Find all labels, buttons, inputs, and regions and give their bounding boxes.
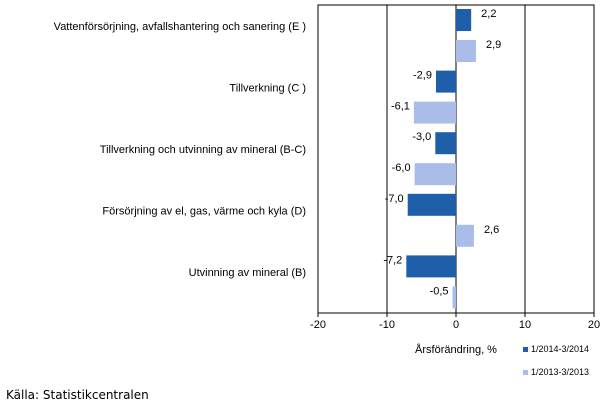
bar-series-2014 <box>456 9 472 31</box>
bar-series-2014 <box>435 132 456 155</box>
category-label: Vattenförsörjning, avfallshantering och … <box>54 21 306 33</box>
data-label: -7,0 <box>385 193 404 205</box>
bar-series-2013 <box>452 286 456 309</box>
x-tick-label: -20 <box>310 319 326 331</box>
data-label: -0,5 <box>430 285 449 297</box>
x-axis-ticks: -20 -10 0 10 20 <box>310 313 600 331</box>
source-note: Källa: Statistikcentralen <box>6 388 149 402</box>
x-tick-label: 0 <box>453 319 459 331</box>
category-labels: Vattenförsörjning, avfallshantering och … <box>54 21 306 279</box>
legend-swatch <box>523 370 528 375</box>
x-axis-title: Årsförändring, % <box>415 343 497 356</box>
bar-series-2014 <box>406 255 456 278</box>
bar-series-2013 <box>414 163 456 186</box>
category-label: Utvinning av mineral (B) <box>189 267 306 279</box>
category-label: Tillverkning och utvinning av mineral (B… <box>100 144 306 156</box>
bar-series-2014 <box>435 70 456 93</box>
bars <box>406 9 477 309</box>
data-label: -2,9 <box>413 70 432 82</box>
category-label: Försörjning av el, gas, värme och kyla (… <box>102 206 306 218</box>
legend-label: 1/2013-3/2013 <box>531 367 589 377</box>
x-tick-label: -10 <box>379 319 395 331</box>
data-label: -7,2 <box>383 254 402 266</box>
data-label: -6,0 <box>392 162 411 174</box>
value-labels: 2,2 2,9 -2,9 -6,1 -3,0 -6,0 -7,0 2,6 -7,2 -0,5 <box>383 8 501 297</box>
data-label: -3,0 <box>412 131 431 143</box>
x-tick-label: 10 <box>519 319 531 331</box>
category-label: Tillverkning (C ) <box>229 82 306 94</box>
legend-swatch <box>523 347 528 352</box>
data-label: 2,2 <box>481 8 496 20</box>
legend: 1/2014-3/2014 1/2013-3/2013 <box>523 344 589 377</box>
bar-series-2013 <box>456 224 474 247</box>
data-label: -6,1 <box>391 101 410 113</box>
x-tick-label: 20 <box>588 319 600 331</box>
data-label: 2,9 <box>486 39 501 51</box>
legend-label: 1/2014-3/2014 <box>531 344 589 354</box>
bar-series-2013 <box>413 101 456 124</box>
bar-series-2014 <box>407 193 456 216</box>
bar-series-2013 <box>456 40 477 62</box>
data-label: 2,6 <box>484 224 499 236</box>
